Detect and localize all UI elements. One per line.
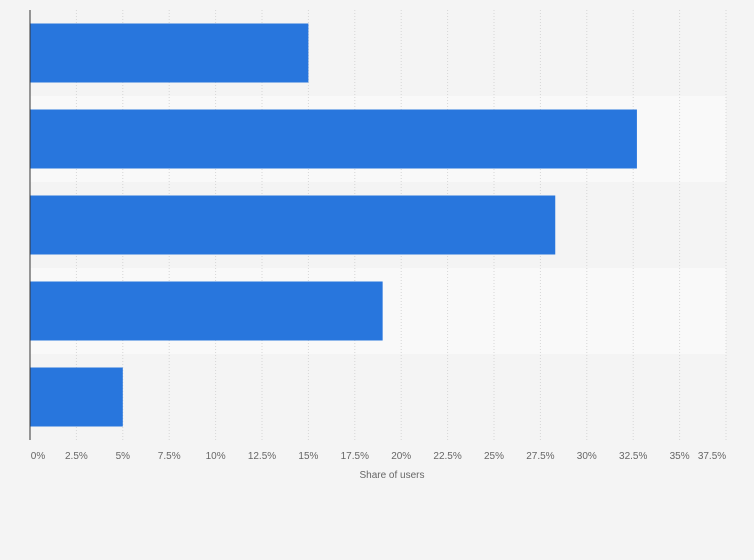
x-tick-label: 30% — [577, 451, 597, 462]
x-tick-label: 10% — [206, 451, 226, 462]
x-tick-label: 5% — [116, 451, 131, 462]
x-tick-labels: 0% 2.5% 5% 7.5% 10% 12.5% 15% 17.5% 20% 22.5% 25% 2… — [31, 451, 727, 462]
x-tick-label: 22.5% — [433, 451, 461, 462]
x-tick-label: 2.5% — [65, 451, 88, 462]
bar — [30, 23, 309, 83]
x-axis-title: Share of users — [359, 470, 424, 481]
bar — [30, 195, 556, 255]
x-tick-label: 12.5% — [248, 451, 276, 462]
x-tick-label: 35% — [670, 451, 690, 462]
bar — [30, 109, 637, 169]
x-tick-label: 15% — [298, 451, 318, 462]
x-tick-label: 32.5% — [619, 451, 647, 462]
x-tick-label: 20% — [391, 451, 411, 462]
x-tick-label: 27.5% — [526, 451, 554, 462]
x-tick-label: 0% — [31, 451, 46, 462]
bars — [30, 23, 637, 427]
bar — [30, 367, 123, 427]
x-tick-label: 37.5% — [698, 451, 726, 462]
x-tick-label: 7.5% — [158, 451, 181, 462]
x-tick-label: 17.5% — [341, 451, 369, 462]
x-tick-label: 25% — [484, 451, 504, 462]
row-band — [30, 354, 726, 440]
bar — [30, 281, 383, 341]
